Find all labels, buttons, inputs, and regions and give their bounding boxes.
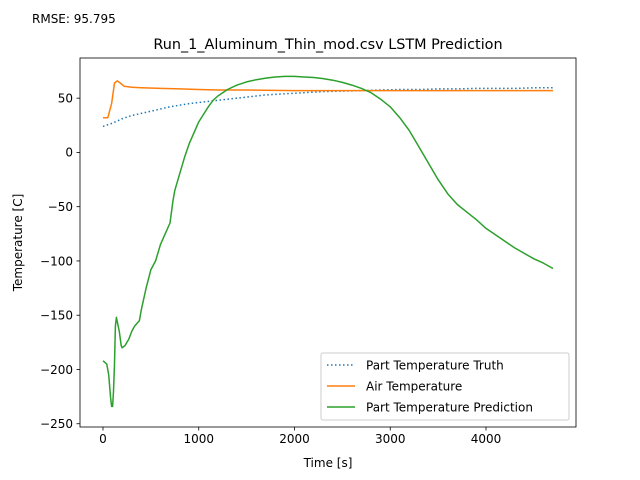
x-tick-label: 4000 bbox=[471, 432, 502, 446]
y-axis-ticks: −250 −200 −150 −100 −50 0 50 bbox=[40, 91, 80, 431]
axes-frame bbox=[79, 57, 577, 428]
x-tick-label: 0 bbox=[99, 432, 107, 446]
chart-title: Run_1_Aluminum_Thin_mod.csv LSTM Predict… bbox=[153, 37, 502, 53]
y-tick-label: −50 bbox=[48, 200, 73, 214]
plot-area: 0 1000 2000 3000 4000 −250 −200 −150 −100 −50 0 50 bbox=[40, 57, 577, 446]
y-tick-label: −100 bbox=[40, 254, 73, 268]
x-axis-label: Time [s] bbox=[303, 456, 353, 470]
y-tick-label: 0 bbox=[65, 146, 73, 160]
series-line-2 bbox=[102, 75, 554, 408]
legend-label-1: Air Temperature bbox=[366, 379, 462, 393]
x-tick-label: 2000 bbox=[279, 432, 310, 446]
legend-label-0: Part Temperature Truth bbox=[366, 358, 504, 372]
legend-items: Part Temperature Truth Air Temperature Par… bbox=[327, 358, 533, 414]
series-layer bbox=[102, 75, 554, 408]
y-axis-label: Temperature [C] bbox=[11, 194, 25, 293]
legend: Part Temperature Truth Air Temperature Par… bbox=[320, 352, 570, 421]
y-tick-label: 50 bbox=[58, 91, 73, 105]
y-tick-label: −250 bbox=[40, 417, 73, 431]
rmse-annotation: RMSE: 95.795 bbox=[32, 12, 116, 26]
series-line-1 bbox=[103, 80, 553, 119]
x-tick-label: 3000 bbox=[375, 432, 406, 446]
x-tick-label: 1000 bbox=[183, 432, 214, 446]
series-line-0 bbox=[102, 87, 553, 128]
y-tick-label: −200 bbox=[40, 363, 73, 377]
legend-label-2: Part Temperature Prediction bbox=[366, 400, 533, 414]
y-tick-label: −150 bbox=[40, 309, 73, 323]
x-axis-ticks: 0 1000 2000 3000 4000 bbox=[99, 427, 501, 446]
legend-box bbox=[320, 352, 570, 421]
